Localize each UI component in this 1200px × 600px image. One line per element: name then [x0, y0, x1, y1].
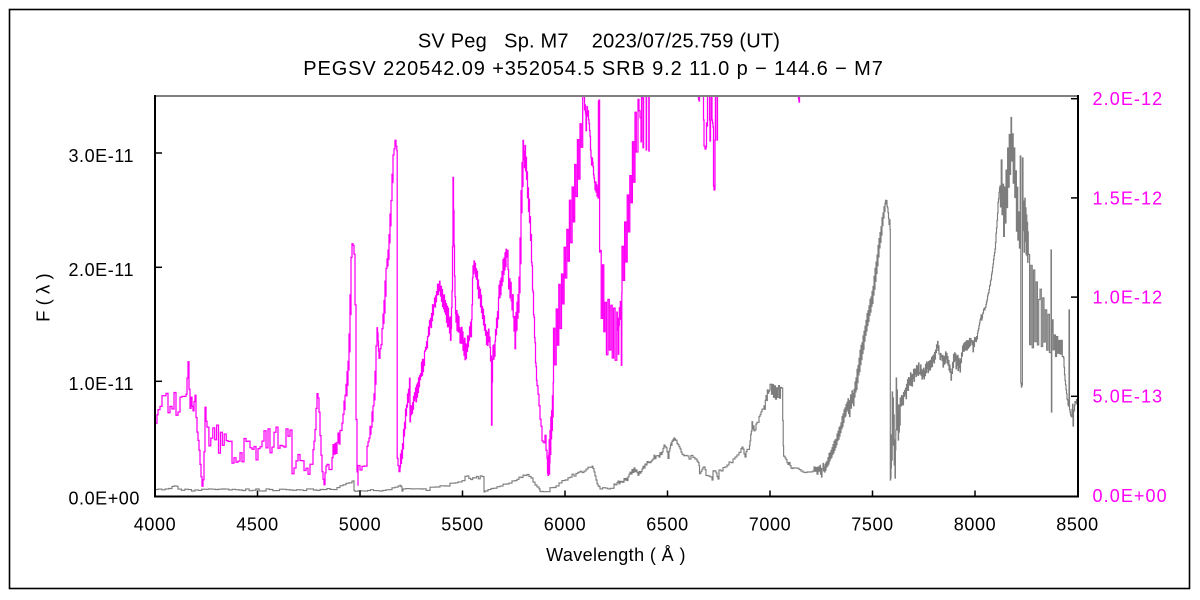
svg-text:SV Peg Sp. M7 2023/07/25.: SV Peg Sp. M7 2023/07/25.759 (UT)	[418, 31, 780, 53]
svg-text:6000: 6000	[544, 515, 586, 535]
svg-text:2.0E-12: 2.0E-12	[1093, 89, 1164, 109]
svg-text:Wavelength ( Å ): Wavelength ( Å )	[546, 545, 686, 565]
svg-text:0.0E+00: 0.0E+00	[1093, 486, 1168, 506]
svg-text:5000: 5000	[339, 515, 381, 535]
svg-text:4000: 4000	[134, 515, 176, 535]
svg-text:8500: 8500	[1056, 515, 1098, 535]
svg-text:PEGSV 220542.09 +352054.5 SRB: PEGSV 220542.09 +352054.5 SRB 9.2 11.0 p…	[303, 58, 884, 80]
svg-text:8000: 8000	[954, 515, 996, 535]
svg-text:2.0E-11: 2.0E-11	[69, 260, 135, 280]
svg-text:6500: 6500	[646, 515, 688, 535]
svg-text:5.0E-13: 5.0E-13	[1093, 387, 1164, 407]
svg-text:5500: 5500	[441, 515, 483, 535]
svg-text:1.5E-12: 1.5E-12	[1093, 188, 1164, 208]
svg-text:4500: 4500	[236, 515, 278, 535]
svg-text:7500: 7500	[851, 515, 893, 535]
svg-text:3.0E-11: 3.0E-11	[69, 146, 135, 166]
svg-text:0.0E+00: 0.0E+00	[69, 488, 140, 508]
svg-text:1.0E-12: 1.0E-12	[1093, 288, 1164, 308]
svg-text:1.0E-11: 1.0E-11	[69, 374, 135, 394]
svg-text:F(λ): F(λ)	[33, 268, 54, 322]
svg-text:7000: 7000	[749, 515, 791, 535]
